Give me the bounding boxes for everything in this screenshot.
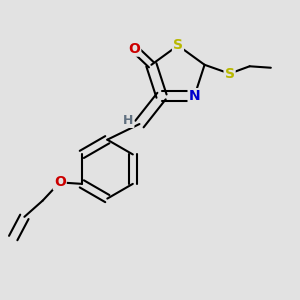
Text: S: S xyxy=(173,38,183,52)
Text: H: H xyxy=(123,114,134,127)
Text: N: N xyxy=(189,89,200,103)
Text: S: S xyxy=(225,67,235,81)
Text: O: O xyxy=(54,176,66,189)
Text: O: O xyxy=(128,42,140,56)
